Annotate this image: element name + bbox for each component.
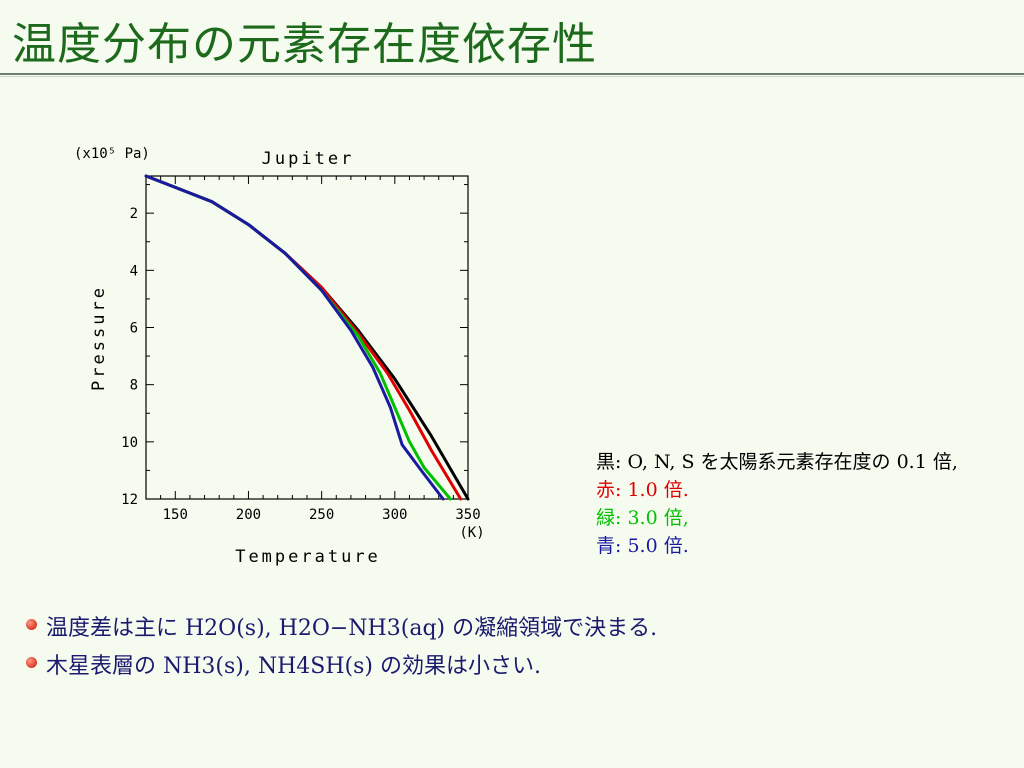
y-tick-label: 4: [130, 263, 138, 279]
legend-entry-5.0: 青: 5.0 倍.: [596, 535, 689, 557]
legend: 黒: O, N, S を太陽系元素存在度の 0.1 倍, 赤: 1.0 倍. 緑…: [596, 448, 958, 560]
title-divider: [0, 73, 1024, 75]
bullet-text: 木星表層の NH3(s), NH4SH(s) の効果は小さい.: [46, 654, 542, 679]
chart-title: Jupiter: [262, 149, 355, 169]
y-tick-label: 10: [121, 435, 138, 451]
x-tick-label: 350: [455, 507, 480, 523]
legend-entry-3.0: 緑: 3.0 倍,: [596, 507, 689, 529]
y-unit-label: (x10⁵ Pa): [74, 146, 150, 162]
plot-frame: [145, 175, 469, 500]
title-divider-shadow: [0, 76, 1024, 77]
y-tick-label: 6: [130, 320, 138, 336]
y-tick-label: 12: [121, 492, 138, 508]
legend-entry-0.1: 黒: O, N, S を太陽系元素存在度の 0.1 倍,: [596, 451, 958, 473]
x-axis-label: Temperature: [235, 547, 381, 567]
legend-entry-1.0: 赤: 1.0 倍.: [596, 479, 689, 501]
bullet-list: 温度差は主に H2O(s), H2O−NH3(aq) の凝縮領域で決まる. 木星…: [26, 610, 657, 686]
bullet-dot-icon: [26, 619, 37, 630]
bullet-dot-icon: [26, 657, 37, 668]
x-tick-label: 150: [163, 507, 188, 523]
y-tick-label: 8: [130, 378, 138, 394]
bullet-item: 木星表層の NH3(s), NH4SH(s) の効果は小さい.: [26, 648, 657, 686]
series-line-5.0倍: [144, 174, 445, 501]
series-line-0.1倍: [144, 174, 470, 501]
x-tick-label: 300: [382, 507, 407, 523]
bullet-item: 温度差は主に H2O(s), H2O−NH3(aq) の凝縮領域で決まる.: [26, 610, 657, 648]
axis-ticks: 2 4 6 8 10 12 150 200 250 300 350: [121, 176, 481, 523]
data-lines: [144, 174, 470, 501]
y-axis-label: Pressure: [89, 285, 109, 391]
x-tick-label: 200: [236, 507, 261, 523]
y-tick-label: 2: [130, 206, 138, 222]
slide-title: 温度分布の元素存在度依存性: [12, 19, 597, 70]
x-tick-label: 250: [309, 507, 334, 523]
bullet-text: 温度差は主に H2O(s), H2O−NH3(aq) の凝縮領域で決まる.: [46, 616, 658, 641]
x-unit-label: (K): [459, 525, 484, 541]
